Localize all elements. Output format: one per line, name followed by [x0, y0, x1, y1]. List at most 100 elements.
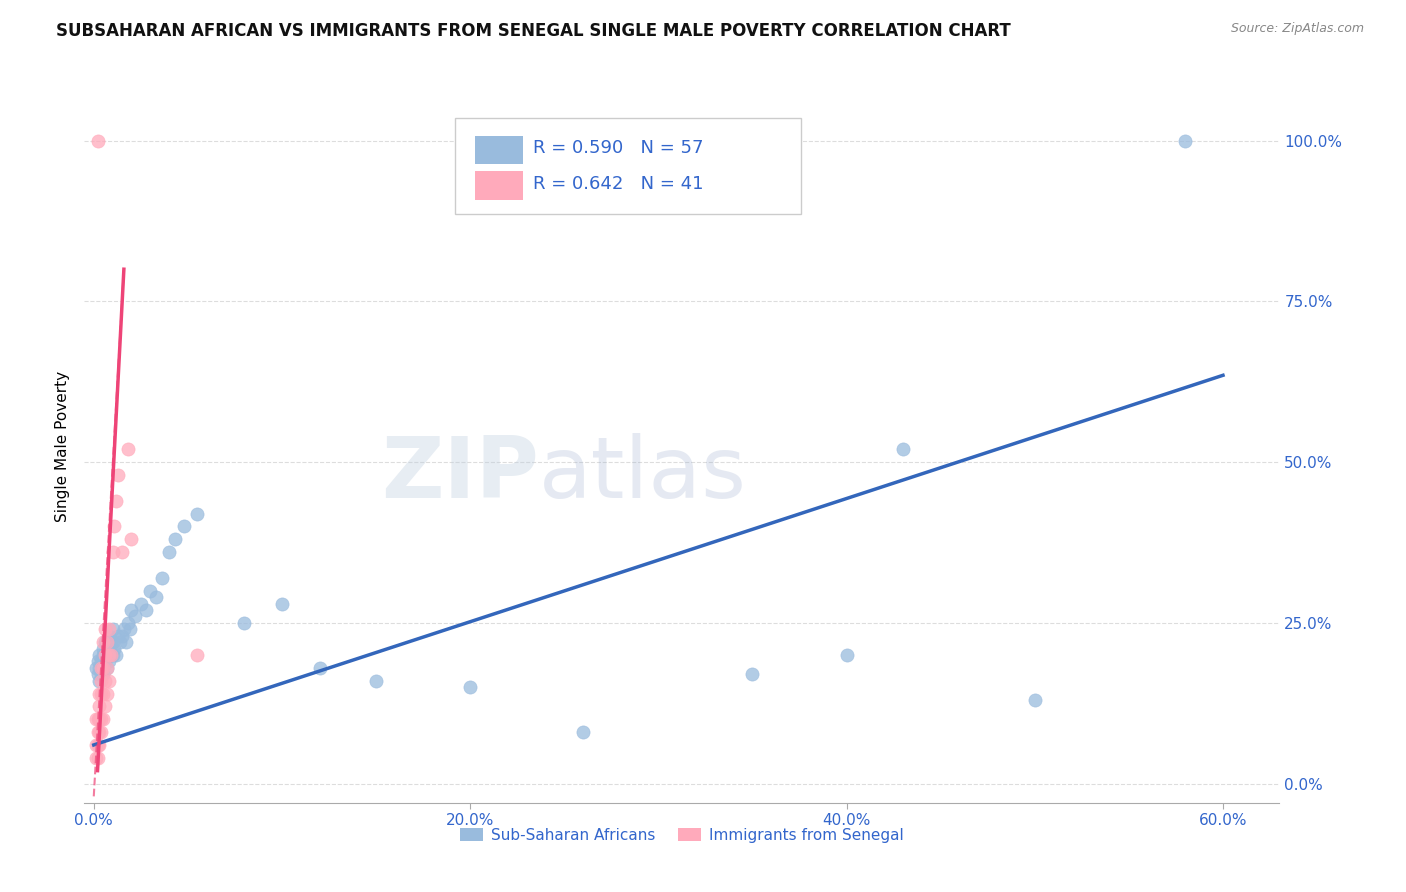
- Point: [163, 533, 186, 547]
- Point: [572, 725, 595, 739]
- Point: [86, 712, 108, 726]
- Point: [90, 712, 112, 726]
- Point: [117, 615, 139, 630]
- Point: [145, 590, 167, 604]
- Point: [90, 667, 112, 681]
- Point: [91, 712, 114, 726]
- Point: [96, 661, 118, 675]
- Legend: Sub-Saharan Africans, Immigrants from Senegal: Sub-Saharan Africans, Immigrants from Se…: [454, 822, 910, 848]
- Text: atlas: atlas: [538, 433, 747, 516]
- Point: [107, 629, 129, 643]
- Point: [308, 661, 330, 675]
- Point: [186, 507, 208, 521]
- Point: [90, 654, 112, 668]
- Point: [97, 629, 120, 643]
- Point: [89, 661, 111, 675]
- Point: [94, 654, 117, 668]
- Point: [135, 603, 157, 617]
- Point: [97, 641, 120, 656]
- Point: [84, 712, 107, 726]
- Point: [86, 738, 108, 752]
- Point: [111, 545, 134, 559]
- Point: [114, 635, 136, 649]
- Point: [86, 654, 108, 668]
- FancyBboxPatch shape: [475, 171, 523, 200]
- Point: [112, 622, 135, 636]
- Text: R = 0.590   N = 57: R = 0.590 N = 57: [533, 139, 703, 157]
- Point: [89, 712, 111, 726]
- Point: [94, 622, 117, 636]
- FancyBboxPatch shape: [456, 118, 801, 214]
- Point: [1024, 693, 1046, 707]
- Point: [124, 609, 146, 624]
- Point: [94, 699, 117, 714]
- Point: [100, 648, 122, 662]
- Point: [100, 648, 122, 662]
- Point: [105, 648, 128, 662]
- Point: [835, 648, 858, 662]
- Text: R = 0.642   N = 41: R = 0.642 N = 41: [533, 175, 703, 193]
- Point: [94, 673, 117, 688]
- Point: [86, 667, 108, 681]
- Point: [105, 493, 128, 508]
- Point: [89, 738, 111, 752]
- Point: [91, 661, 114, 675]
- Point: [103, 641, 125, 656]
- Point: [111, 629, 134, 643]
- Point: [96, 648, 118, 662]
- Point: [90, 673, 112, 688]
- Point: [186, 648, 208, 662]
- Point: [84, 738, 107, 752]
- Point: [89, 699, 111, 714]
- Point: [91, 661, 114, 675]
- Point: [101, 545, 124, 559]
- Point: [86, 134, 108, 148]
- Point: [91, 641, 114, 656]
- Text: Source: ZipAtlas.com: Source: ZipAtlas.com: [1230, 22, 1364, 36]
- Point: [101, 648, 124, 662]
- Point: [741, 667, 763, 681]
- Point: [90, 686, 112, 700]
- Text: SUBSAHARAN AFRICAN VS IMMIGRANTS FROM SENEGAL SINGLE MALE POVERTY CORRELATION CH: SUBSAHARAN AFRICAN VS IMMIGRANTS FROM SE…: [56, 22, 1011, 40]
- Point: [91, 686, 114, 700]
- Point: [96, 635, 118, 649]
- Point: [94, 648, 117, 662]
- Point: [1174, 134, 1197, 148]
- FancyBboxPatch shape: [475, 136, 523, 164]
- Point: [86, 725, 108, 739]
- Text: ZIP: ZIP: [381, 433, 538, 516]
- Point: [97, 648, 120, 662]
- Point: [233, 615, 256, 630]
- Y-axis label: Single Male Poverty: Single Male Poverty: [55, 370, 70, 522]
- Point: [91, 635, 114, 649]
- Point: [101, 622, 124, 636]
- Point: [129, 597, 152, 611]
- Point: [97, 654, 120, 668]
- Point: [458, 680, 481, 694]
- Point: [96, 635, 118, 649]
- Point: [94, 648, 117, 662]
- Point: [86, 751, 108, 765]
- Point: [84, 751, 107, 765]
- Point: [364, 673, 387, 688]
- Point: [173, 519, 195, 533]
- Point: [100, 635, 122, 649]
- Point: [97, 673, 120, 688]
- Point: [108, 635, 131, 649]
- Point: [89, 673, 111, 688]
- Point: [96, 686, 118, 700]
- Point: [90, 725, 112, 739]
- Point: [84, 661, 107, 675]
- Point: [91, 648, 114, 662]
- Point: [103, 519, 125, 533]
- Point: [139, 583, 162, 598]
- Point: [157, 545, 180, 559]
- Point: [271, 597, 294, 611]
- Point: [94, 635, 117, 649]
- Point: [89, 648, 111, 662]
- Point: [117, 442, 139, 457]
- Point: [120, 603, 142, 617]
- Point: [90, 661, 112, 675]
- Point: [91, 667, 114, 681]
- Point: [96, 661, 118, 675]
